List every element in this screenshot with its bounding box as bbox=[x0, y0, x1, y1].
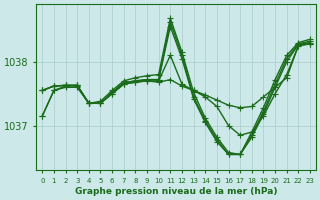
X-axis label: Graphe pression niveau de la mer (hPa): Graphe pression niveau de la mer (hPa) bbox=[75, 187, 277, 196]
